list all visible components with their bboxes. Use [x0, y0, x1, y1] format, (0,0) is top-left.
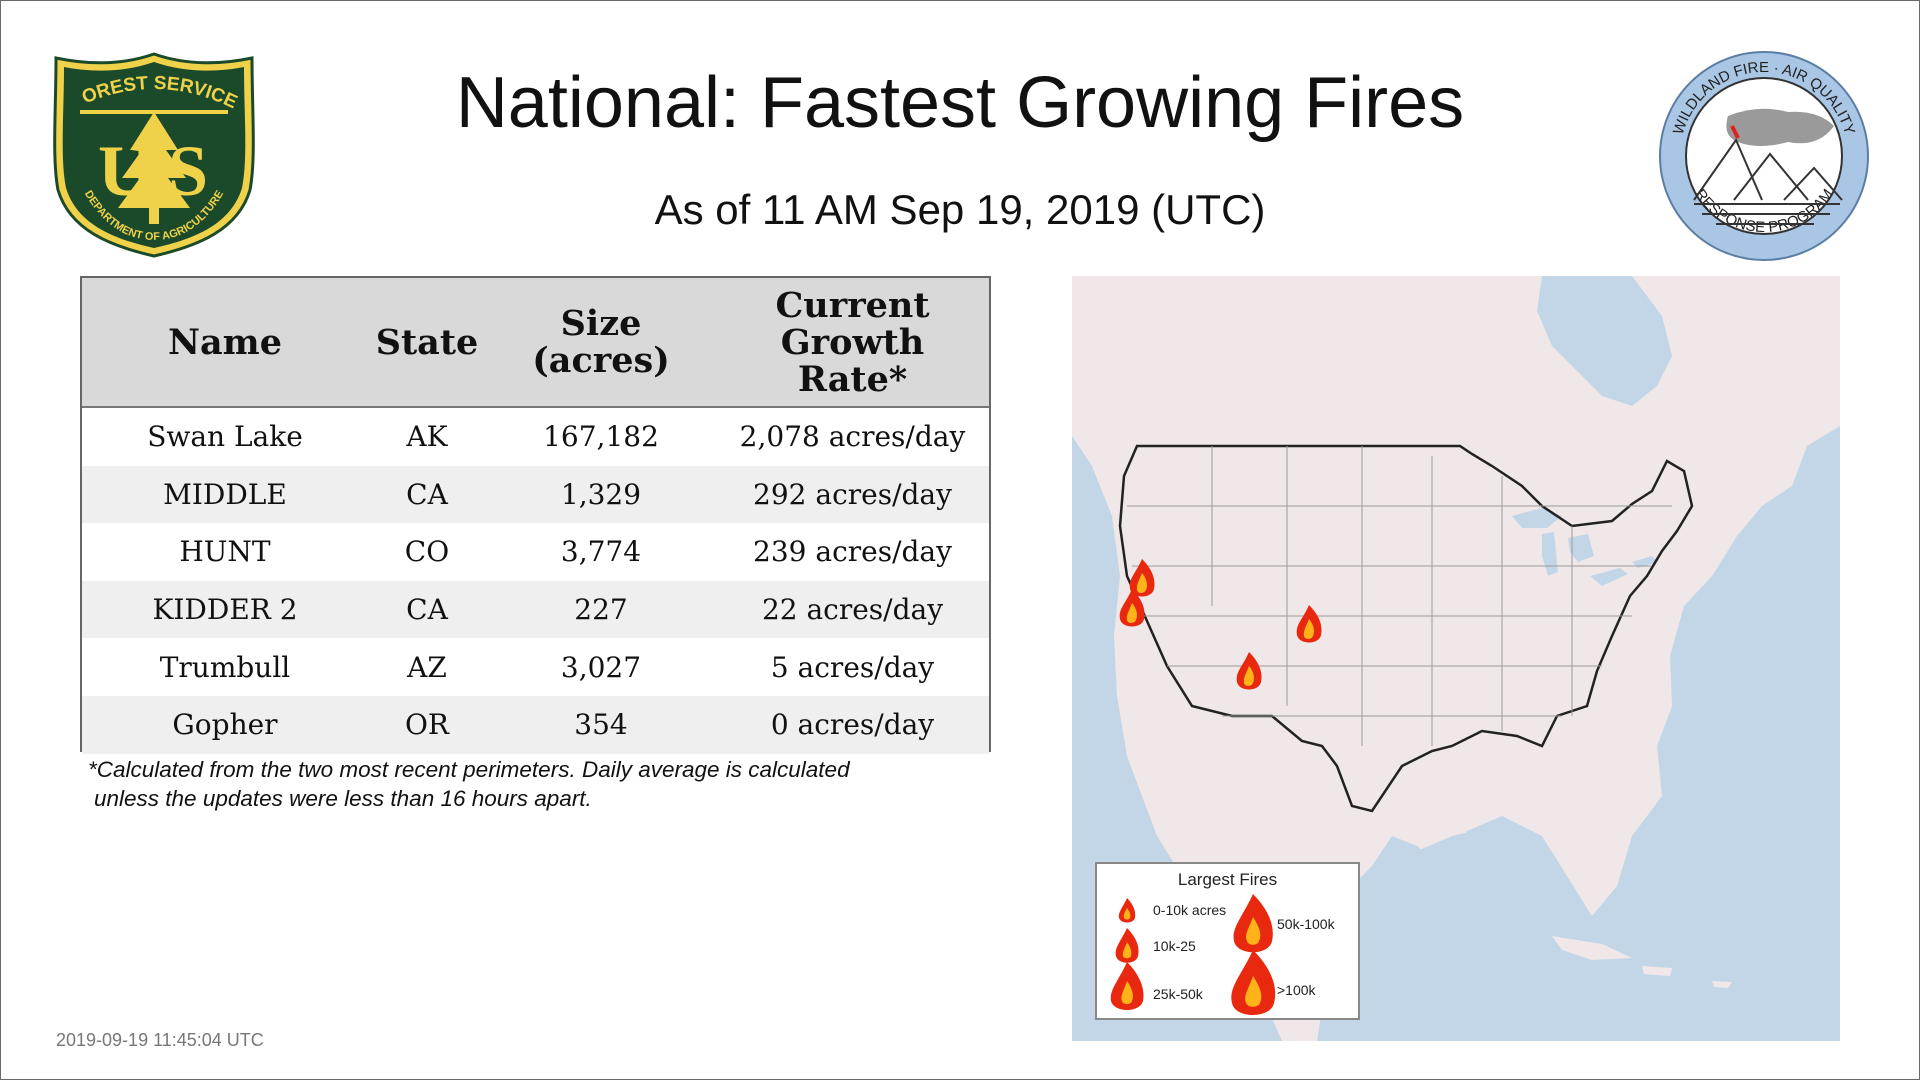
legend-title: Largest Fires: [1177, 870, 1278, 889]
cell-state: CA: [406, 477, 448, 511]
table-body: Swan Lake AK 167,182 2,078 acres/day MID…: [82, 408, 989, 754]
cell-name: HUNT: [179, 535, 271, 569]
table-row: MIDDLE CA 1,329 292 acres/day: [82, 465, 989, 524]
page-title: National: Fastest Growing Fires: [455, 63, 1465, 143]
footnote-line-1: *Calculated from the two most recent per…: [88, 757, 850, 782]
forest-service-logo: FOREST SERVICE DEPARTMENT OF AGRICULTURE…: [44, 34, 258, 260]
cell-size: 1,329: [560, 477, 642, 511]
cell-growth-rate: 22 acres/day: [761, 593, 944, 627]
cell-growth-rate: 0 acres/day: [770, 708, 935, 742]
footnote-line-2: unless the updates were less than 16 hou…: [94, 786, 592, 811]
cell-growth-rate: 292 acres/day: [753, 477, 952, 511]
cell-name: Gopher: [172, 708, 278, 742]
cell-growth-rate: 239 acres/day: [753, 535, 952, 569]
cell-name: Trumbull: [159, 650, 291, 684]
cell-state: CO: [404, 535, 450, 569]
table-footnote: *Calculated from the two most recent per…: [88, 755, 850, 813]
header-growth-rate: Current Growth Rate*: [775, 284, 930, 400]
map-legend: Largest Fires 0-10k acres 10k-25 25k-50k: [1095, 862, 1360, 1020]
wildland-fire-badge: WILDLAND FIRE · AIR QUALITY RESPONSE PRO…: [1658, 50, 1870, 262]
legend-item-50k-100k: 50k-100k: [1277, 916, 1335, 932]
cell-size: 227: [574, 593, 628, 627]
fires-table: Name State Size (acres) Current Growth R…: [80, 276, 991, 754]
cell-state: AK: [406, 420, 448, 454]
header-size: Size (acres): [532, 303, 670, 381]
cell-size: 3,027: [560, 650, 642, 684]
cell-name: Swan Lake: [147, 420, 303, 454]
header-state: State: [375, 321, 479, 363]
cell-state: AZ: [407, 650, 447, 684]
generated-timestamp: 2019-09-19 11:45:04 UTC: [56, 1030, 264, 1050]
table-row: Trumbull AZ 3,027 5 acres/day: [82, 638, 989, 696]
cell-size: 3,774: [560, 535, 642, 569]
cell-state: OR: [404, 708, 450, 742]
table-row: HUNT CO 3,774 239 acres/day: [82, 523, 989, 581]
page-subtitle: As of 11 AM Sep 19, 2019 (UTC): [654, 186, 1266, 233]
legend-item-10k-25: 10k-25: [1153, 938, 1196, 954]
legend-item-over-100k: >100k: [1277, 982, 1316, 998]
table-row: KIDDER 2 CA 227 22 acres/day: [82, 580, 989, 639]
header-name: Name: [168, 321, 282, 363]
cell-name: KIDDER 2: [152, 593, 298, 627]
cell-state: CA: [406, 593, 448, 627]
cell-growth-rate: 5 acres/day: [770, 650, 935, 684]
cell-growth-rate: 2,078 acres/day: [739, 420, 966, 454]
cell-name: MIDDLE: [163, 477, 287, 511]
cell-size: 167,182: [543, 420, 659, 454]
legend-item-0-10k: 0-10k acres: [1153, 902, 1227, 918]
legend-item-25k-50k: 25k-50k: [1153, 986, 1203, 1002]
fire-markers: [1119, 559, 1322, 690]
cell-size: 354: [574, 708, 628, 742]
table-header: Name State Size (acres) Current Growth R…: [82, 278, 989, 408]
table-row: Swan Lake AK 167,182 2,078 acres/day: [82, 408, 989, 466]
table-row: Gopher OR 354 0 acres/day: [82, 695, 989, 754]
